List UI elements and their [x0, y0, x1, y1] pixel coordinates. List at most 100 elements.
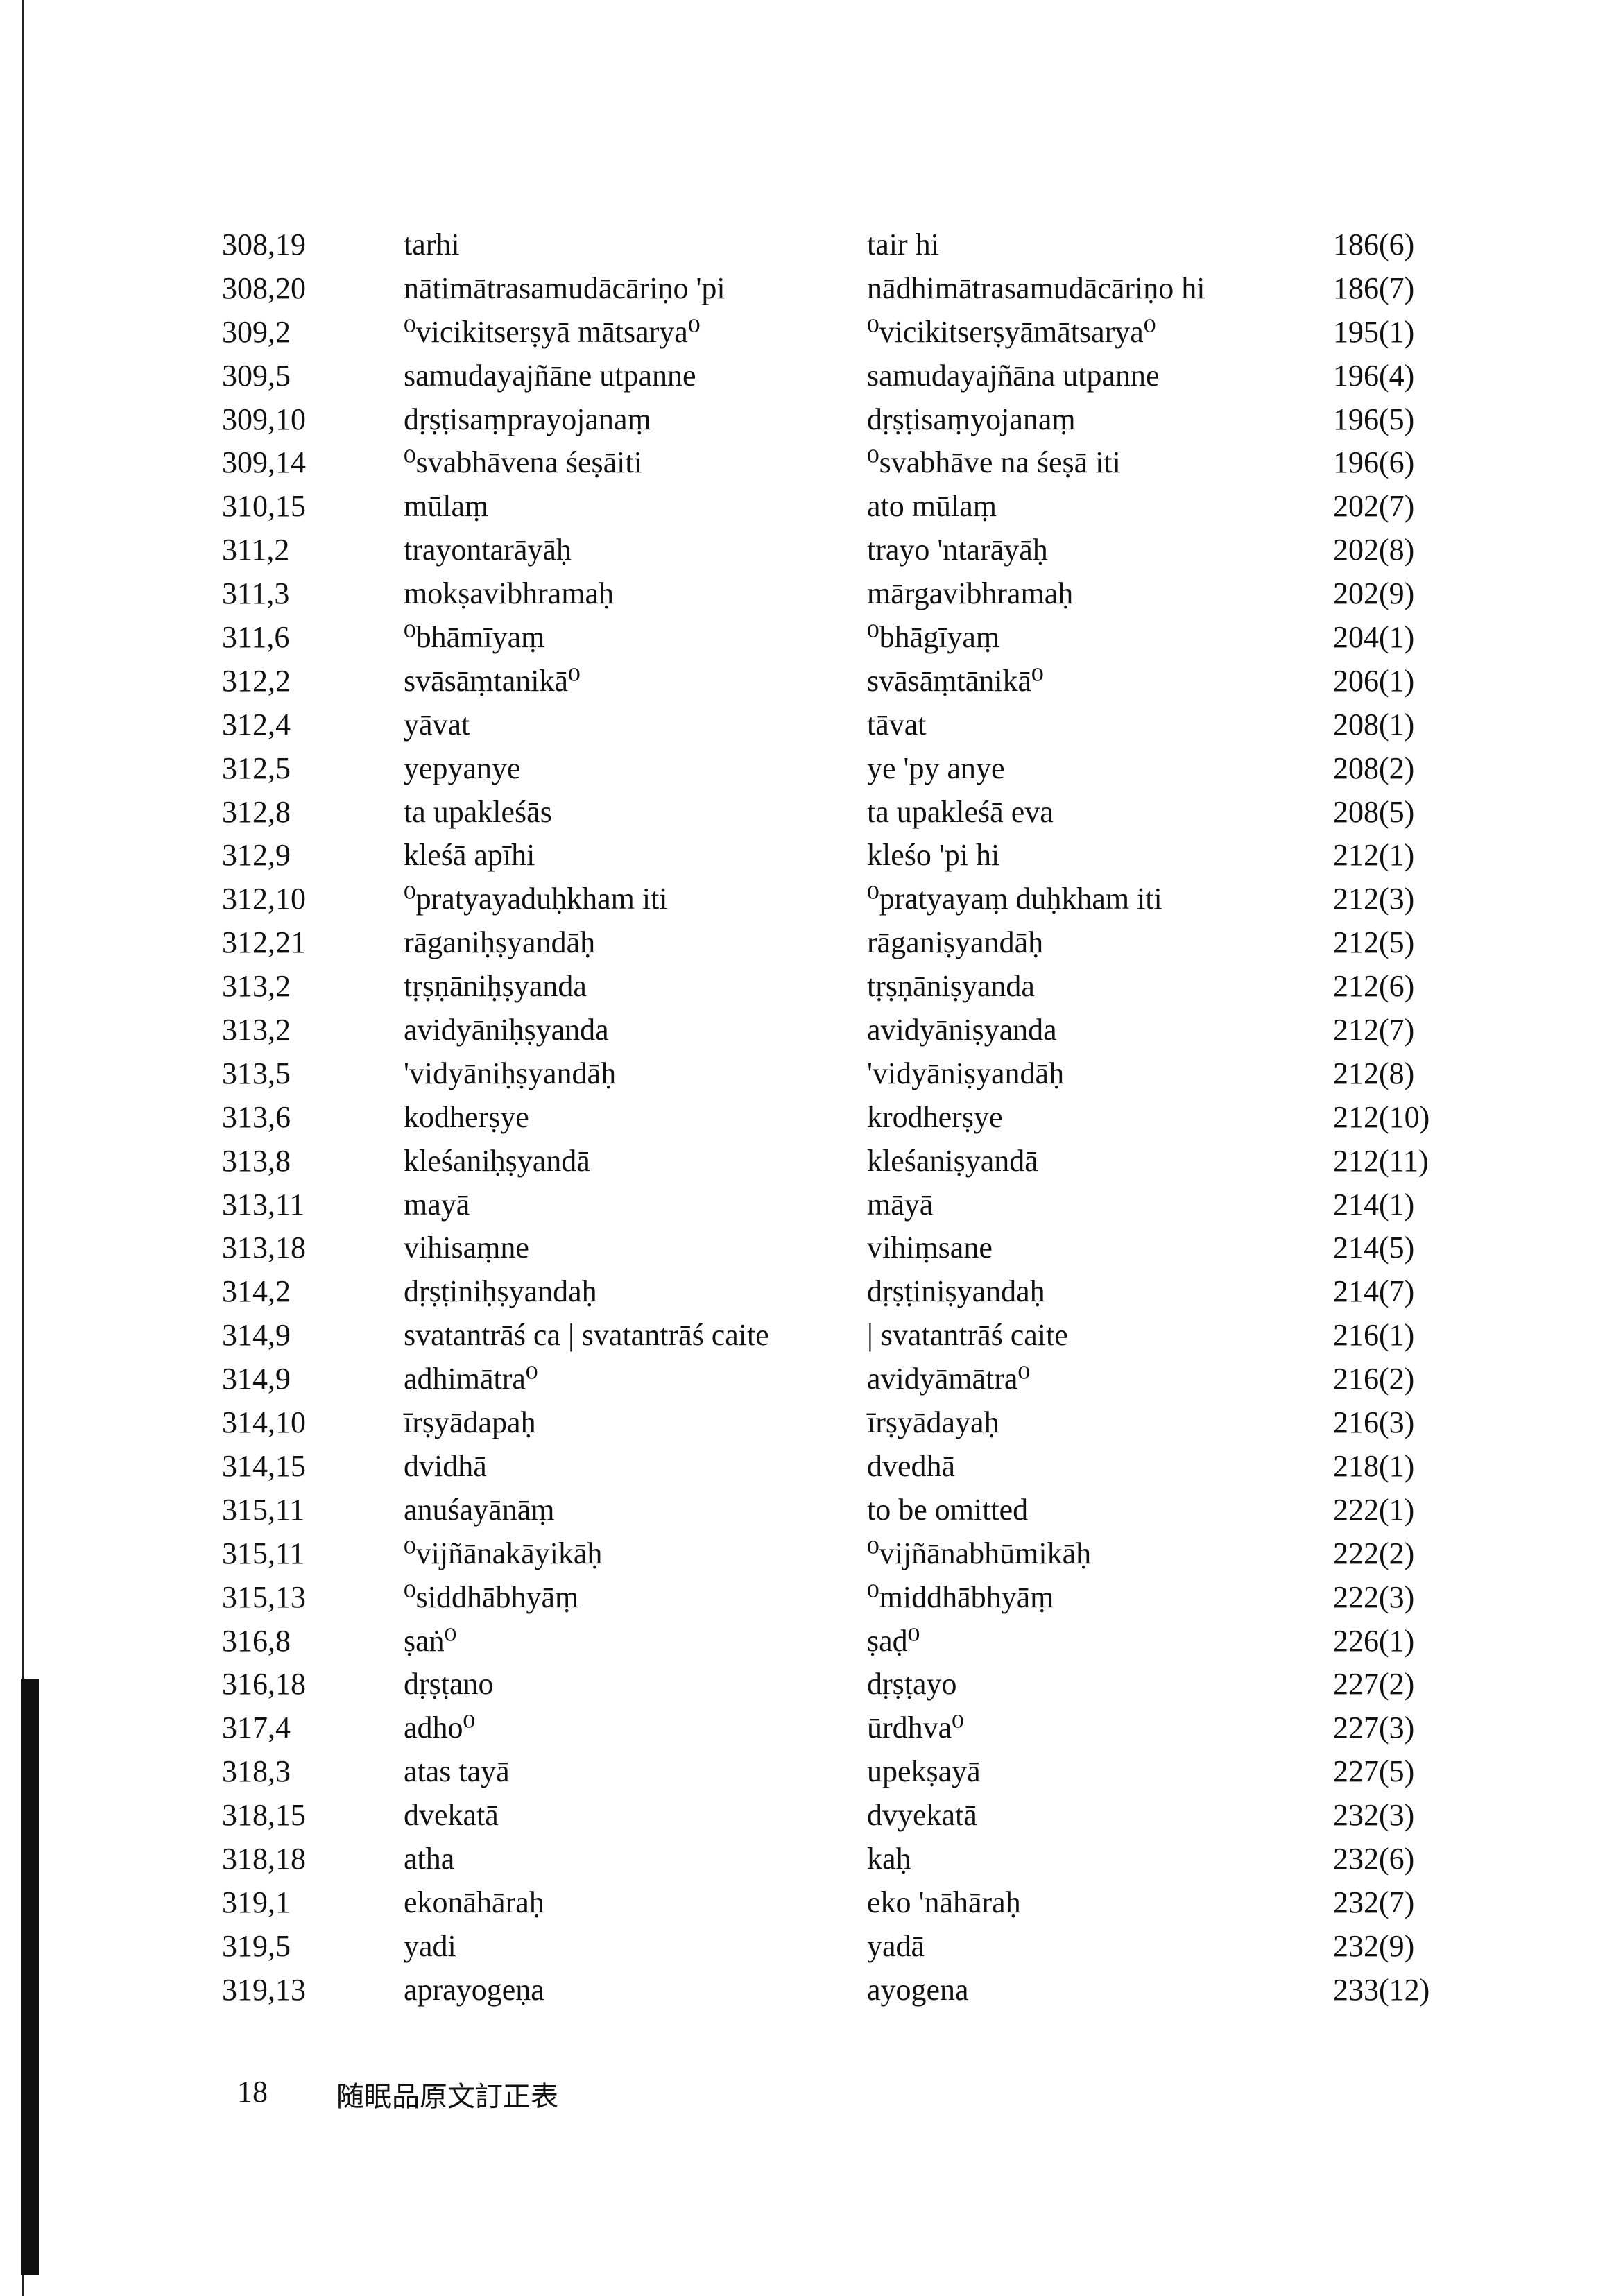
table-row: 311,6 ⁰bhāmīyaṃ ⁰bhāgīyaṃ 204(1): [0, 616, 1623, 660]
table-row: 312,4 yāvat tāvat 208(1): [0, 703, 1623, 747]
original-reading: ⁰siddhābhyāṃ: [404, 1579, 579, 1614]
corrected-reading: ⁰bhāgīyaṃ: [867, 620, 1000, 655]
corrected-reading: ye 'py anye: [867, 751, 1005, 785]
corrected-reading: avidyāniṣyanda: [867, 1013, 1057, 1047]
corrected-reading: to be omitted: [867, 1492, 1029, 1527]
original-reading: adho⁰: [404, 1711, 476, 1745]
note-reference: 226(1): [1333, 1623, 1415, 1658]
note-reference: 216(1): [1333, 1318, 1415, 1353]
corrected-reading: ayogena: [867, 1972, 969, 2007]
location: 318,15: [222, 1798, 306, 1833]
table-row: 316,18 dṛṣṭano dṛṣṭayo 227(2): [0, 1663, 1623, 1706]
note-reference: 196(5): [1333, 402, 1415, 436]
note-reference: 196(6): [1333, 445, 1415, 480]
location: 313,2: [222, 969, 291, 1004]
location: 312,8: [222, 794, 291, 829]
original-reading: anuśayānāṃ: [404, 1492, 555, 1527]
original-reading: rāganiḥṣyandāḥ: [404, 925, 596, 960]
location: 309,5: [222, 358, 291, 393]
note-reference: 218(1): [1333, 1448, 1415, 1483]
page-number: 18: [237, 2075, 268, 2109]
corrected-reading: īrṣyādayaḥ: [867, 1405, 999, 1440]
original-reading: svāsāṃtanikā⁰: [404, 663, 581, 698]
location: 316,8: [222, 1623, 291, 1658]
corrected-reading: 'vidyāniṣyandāḥ: [867, 1056, 1065, 1090]
corrected-reading: ṣaḍ⁰: [867, 1623, 920, 1658]
location: 309,2: [222, 314, 291, 349]
corrected-reading: tāvat: [867, 707, 927, 742]
table-row: 312,5 yepyanye ye 'py anye 208(2): [0, 747, 1623, 791]
corrected-reading: nādhimātrasamudācāriṇo hi: [867, 271, 1205, 305]
original-reading: ⁰vijñānakāyikāḥ: [404, 1536, 603, 1570]
table-row: 318,3 atas tayā upekṣayā 227(5): [0, 1750, 1623, 1794]
location: 313,18: [222, 1231, 306, 1265]
corrected-reading: kaḥ: [867, 1841, 911, 1876]
note-reference: 222(3): [1333, 1579, 1415, 1614]
location: 317,4: [222, 1711, 291, 1745]
table-row: 311,3 mokṣavibhramaḥ mārgavibhramaḥ 202(9): [0, 572, 1623, 616]
table-row: 318,18 atha kaḥ 232(6): [0, 1837, 1623, 1881]
table-row: 319,13 aprayogeṇa ayogena 233(12): [0, 1969, 1623, 2012]
location: 313,5: [222, 1056, 291, 1090]
note-reference: 232(9): [1333, 1928, 1415, 1963]
original-reading: samudayajñāne utpanne: [404, 358, 696, 393]
note-reference: 208(1): [1333, 707, 1415, 742]
corrected-reading: yadā: [867, 1928, 925, 1963]
location: 312,21: [222, 925, 306, 960]
table-row: 318,15 dvekatā dvyekatā 232(3): [0, 1794, 1623, 1837]
original-reading: tarhi: [404, 228, 460, 262]
original-reading: atha: [404, 1841, 455, 1876]
location: 314,9: [222, 1318, 291, 1353]
table-row: 316,8 ṣaṅ⁰ ṣaḍ⁰ 226(1): [0, 1620, 1623, 1663]
location: 310,15: [222, 489, 306, 524]
original-reading: mayā: [404, 1187, 470, 1222]
note-reference: 214(7): [1333, 1274, 1415, 1309]
table-row: 314,9 svatantrāś ca | svatantrāś caite | s…: [0, 1314, 1623, 1357]
original-reading: vihisaṃne: [404, 1231, 529, 1265]
location: 308,20: [222, 271, 306, 305]
original-reading: ⁰vicikitserṣyā mātsarya⁰: [404, 314, 701, 349]
original-reading: trayontarāyāḥ: [404, 533, 572, 567]
corrected-reading: svāsāṃtānikā⁰: [867, 663, 1044, 698]
corrected-reading: dvyekatā: [867, 1798, 977, 1833]
location: 314,10: [222, 1405, 306, 1440]
original-reading: ⁰pratyayaduḥkham iti: [404, 882, 668, 916]
corrected-reading: tṛṣṇāniṣyanda: [867, 969, 1035, 1004]
location: 311,3: [222, 576, 290, 611]
location: 318,3: [222, 1754, 291, 1789]
corrections-table: 308,19 tarhi tair hi 186(6) 308,20 nātimātras…: [0, 223, 1623, 2012]
note-reference: 222(1): [1333, 1492, 1415, 1527]
note-reference: 206(1): [1333, 663, 1415, 698]
corrected-reading: dṛṣṭiniṣyandaḥ: [867, 1274, 1045, 1309]
table-row: 309,10 dṛṣṭisaṃprayojanaṃ dṛṣṭisaṃyojanaṃ 1…: [0, 398, 1623, 442]
corrected-reading: mārgavibhramaḥ: [867, 576, 1074, 611]
original-reading: kleśā apīhi: [404, 838, 535, 873]
location: 318,18: [222, 1841, 306, 1876]
table-row: 314,15 dvidhā dvedhā 218(1): [0, 1445, 1623, 1489]
note-reference: 212(8): [1333, 1056, 1415, 1090]
table-row: 319,5 yadi yadā 232(9): [0, 1925, 1623, 1969]
note-reference: 196(4): [1333, 358, 1415, 393]
note-reference: 202(7): [1333, 489, 1415, 524]
original-reading: yadi: [404, 1928, 456, 1963]
location: 312,4: [222, 707, 291, 742]
note-reference: 195(1): [1333, 314, 1415, 349]
note-reference: 227(5): [1333, 1754, 1415, 1789]
location: 311,2: [222, 533, 290, 567]
note-reference: 214(1): [1333, 1187, 1415, 1222]
note-reference: 208(2): [1333, 751, 1415, 785]
location: 316,18: [222, 1667, 306, 1702]
corrected-reading: ato mūlaṃ: [867, 489, 997, 524]
location: 309,10: [222, 402, 306, 436]
original-reading: ekonāhāraḥ: [404, 1885, 544, 1919]
table-row: 313,6 kodherṣye krodherṣye 212(10): [0, 1096, 1623, 1140]
note-reference: 212(10): [1333, 1099, 1430, 1134]
original-reading: mokṣavibhramaḥ: [404, 576, 615, 611]
location: 315,11: [222, 1536, 305, 1570]
table-row: 312,10 ⁰pratyayaduḥkham iti ⁰pratyayaṃ duḥ…: [0, 877, 1623, 921]
table-row: 309,5 samudayajñāne utpanne samudayajñāna …: [0, 354, 1623, 398]
corrected-reading: tair hi: [867, 228, 939, 262]
original-reading: ⁰bhāmīyaṃ: [404, 620, 545, 655]
original-reading: dvekatā: [404, 1798, 499, 1833]
corrected-reading: samudayajñāna utpanne: [867, 358, 1160, 393]
